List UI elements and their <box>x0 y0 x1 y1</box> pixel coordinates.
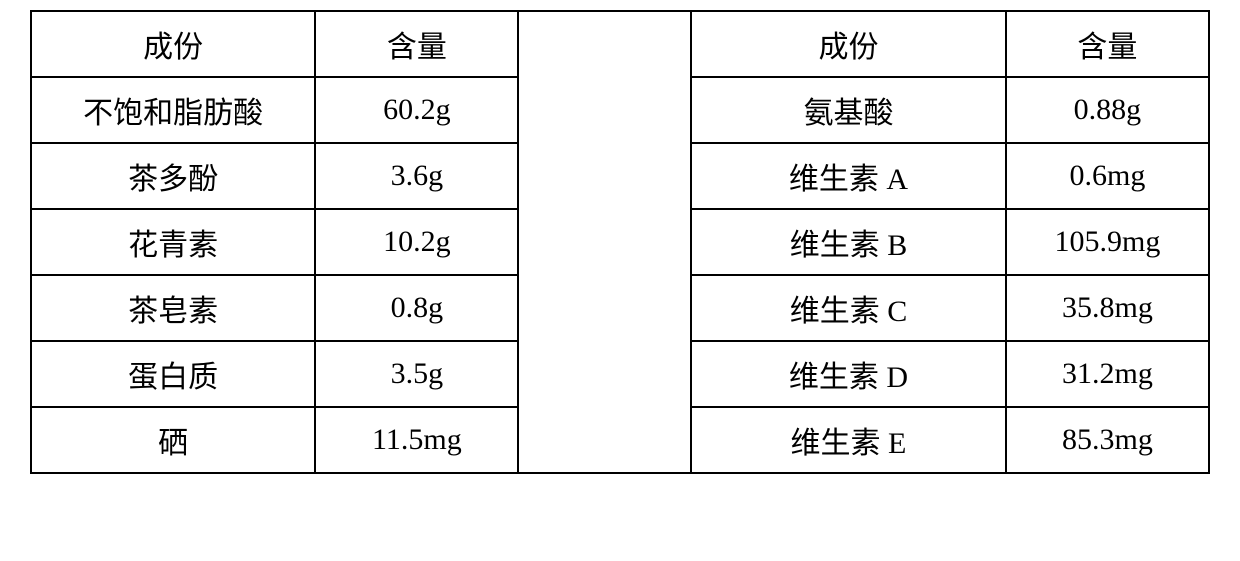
header-left-amount: 含量 <box>315 11 518 77</box>
cell-left-ingredient: 蛋白质 <box>31 341 315 407</box>
cell-left-ingredient: 茶多酚 <box>31 143 315 209</box>
nutrition-table: 成份 含量 成份 含量 不饱和脂肪酸 60.2g 氨基酸 0.88g 茶多酚 3… <box>30 10 1210 474</box>
cell-right-ingredient: 氨基酸 <box>691 77 1006 143</box>
cell-right-amount: 105.9mg <box>1006 209 1209 275</box>
cell-right-ingredient: 维生素 B <box>691 209 1006 275</box>
cell-right-ingredient: 维生素 A <box>691 143 1006 209</box>
cell-right-ingredient: 维生素 D <box>691 341 1006 407</box>
cell-left-ingredient: 不饱和脂肪酸 <box>31 77 315 143</box>
header-right-ingredient: 成份 <box>691 11 1006 77</box>
cell-right-amount: 85.3mg <box>1006 407 1209 473</box>
table-container: 成份 含量 成份 含量 不饱和脂肪酸 60.2g 氨基酸 0.88g 茶多酚 3… <box>0 0 1240 484</box>
cell-right-amount: 0.88g <box>1006 77 1209 143</box>
cell-left-ingredient: 花青素 <box>31 209 315 275</box>
header-right-amount: 含量 <box>1006 11 1209 77</box>
cell-left-ingredient: 硒 <box>31 407 315 473</box>
cell-left-amount: 3.5g <box>315 341 518 407</box>
table-gap-cell <box>518 11 691 473</box>
cell-left-amount: 10.2g <box>315 209 518 275</box>
header-left-ingredient: 成份 <box>31 11 315 77</box>
cell-right-ingredient: 维生素 C <box>691 275 1006 341</box>
cell-right-amount: 0.6mg <box>1006 143 1209 209</box>
cell-left-ingredient: 茶皂素 <box>31 275 315 341</box>
cell-right-amount: 31.2mg <box>1006 341 1209 407</box>
cell-left-amount: 60.2g <box>315 77 518 143</box>
cell-right-amount: 35.8mg <box>1006 275 1209 341</box>
table-header-row: 成份 含量 成份 含量 <box>31 11 1209 77</box>
cell-left-amount: 0.8g <box>315 275 518 341</box>
cell-left-amount: 3.6g <box>315 143 518 209</box>
cell-left-amount: 11.5mg <box>315 407 518 473</box>
cell-right-ingredient: 维生素 E <box>691 407 1006 473</box>
